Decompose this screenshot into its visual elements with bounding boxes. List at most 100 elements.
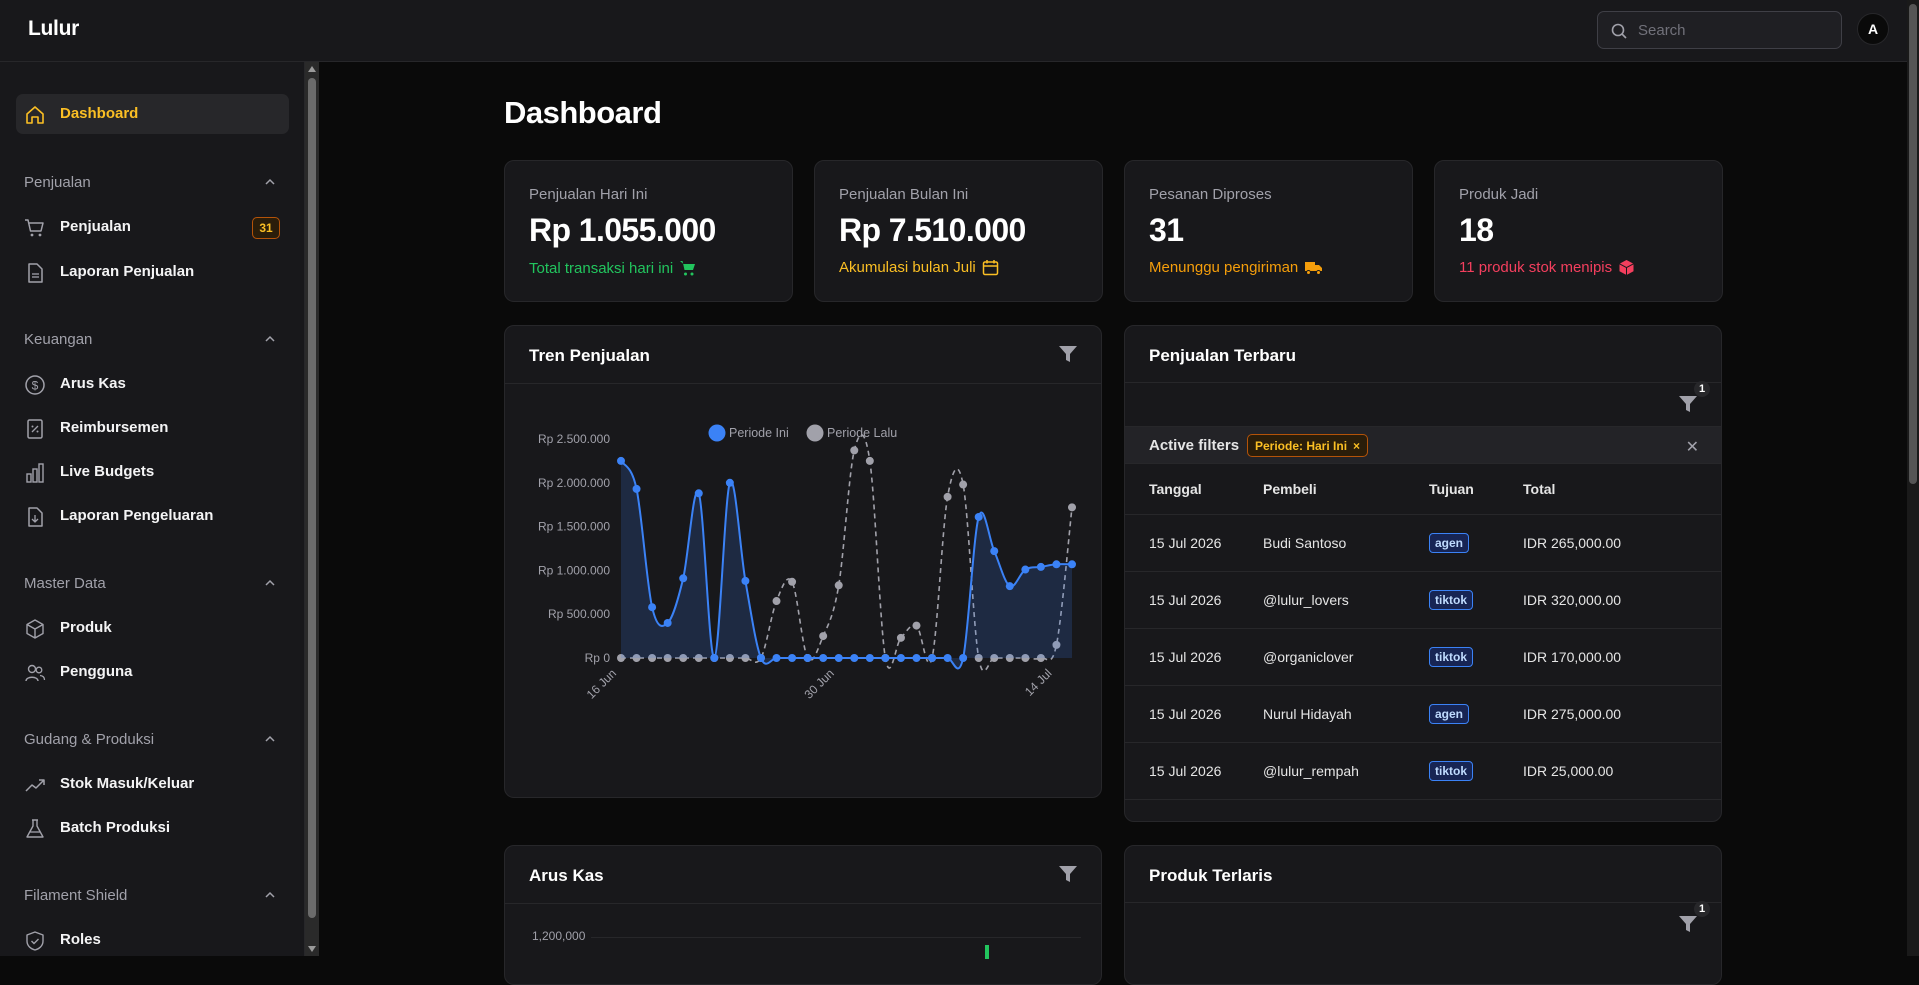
tujuan-badge: agen bbox=[1429, 532, 1470, 553]
sidebar-item-reimbursemen[interactable]: Reimbursemen bbox=[16, 408, 289, 448]
sidebar-scrollbar-thumb[interactable] bbox=[308, 78, 316, 918]
data-point-periode-lalu bbox=[648, 654, 657, 662]
panel-title: Produk Terlaris bbox=[1149, 866, 1273, 885]
stat-label: Pesanan Diproses bbox=[1149, 186, 1272, 203]
avatar[interactable]: A bbox=[1857, 13, 1889, 45]
sidebar-item-batch-produksi[interactable]: Batch Produksi bbox=[16, 808, 289, 848]
column-header[interactable]: Total bbox=[1523, 465, 1721, 515]
group-penjualan[interactable]: Penjualan bbox=[24, 174, 91, 191]
stat-sub: Total transaksi hari ini bbox=[529, 259, 697, 277]
column-header[interactable]: Pembeli bbox=[1263, 465, 1429, 515]
page-scrollbar[interactable] bbox=[1907, 0, 1919, 956]
sidebar-item-dashboard[interactable]: Dashboard bbox=[16, 94, 289, 134]
group-master-data[interactable]: Master Data bbox=[24, 575, 106, 592]
sidebar-item-label: Produk bbox=[60, 619, 112, 636]
group-keuangan[interactable]: Keuangan bbox=[24, 331, 93, 348]
sidebar-item-stok[interactable]: Stok Masuk/Keluar bbox=[16, 764, 289, 804]
cell-total: IDR 275,000.00 bbox=[1523, 685, 1721, 743]
data-point-periode-ini bbox=[990, 547, 999, 556]
sidebar-item-label: Pengguna bbox=[60, 663, 133, 680]
page-scrollbar-thumb[interactable] bbox=[1909, 4, 1917, 484]
sidebar-item-arus-kas[interactable]: $ Arus Kas bbox=[16, 364, 289, 404]
legend-swatch bbox=[806, 424, 824, 442]
close-icon[interactable]: × bbox=[1353, 438, 1361, 453]
data-point-periode-ini bbox=[1021, 565, 1030, 574]
cube-icon bbox=[26, 619, 44, 639]
chevron-up-icon[interactable] bbox=[263, 888, 277, 902]
legend-label: Periode Lalu bbox=[827, 426, 897, 440]
stat-sub: 11 produk stok menipis bbox=[1459, 259, 1635, 276]
clear-filters-close-icon[interactable]: ✕ bbox=[1685, 439, 1699, 456]
data-point-periode-ini bbox=[756, 654, 765, 662]
table-row[interactable]: 15 Jul 2026 @lulur_rempah tiktok IDR 25,… bbox=[1125, 742, 1721, 800]
y-tick-label: Rp 0 bbox=[585, 651, 611, 665]
chevron-up-icon[interactable] bbox=[263, 576, 277, 590]
chevron-up-icon[interactable] bbox=[263, 175, 277, 189]
table-row[interactable]: 15 Jul 2026 Nurul Hidayah agen IDR 275,0… bbox=[1125, 685, 1721, 743]
truck-icon bbox=[1305, 262, 1323, 275]
filter-chip[interactable]: Periode: Hari Ini × bbox=[1247, 434, 1369, 457]
sidebar-item-produk[interactable]: Produk bbox=[16, 608, 289, 648]
data-point-periode-ini bbox=[896, 654, 905, 662]
column-header[interactable]: Tujuan bbox=[1429, 465, 1523, 515]
group-gudang-produksi[interactable]: Gudang & Produksi bbox=[24, 731, 155, 748]
sidebar-item-label: Batch Produksi bbox=[60, 819, 171, 836]
sidebar-item-laporan-pengeluaran[interactable]: Laporan Pengeluaran bbox=[16, 496, 289, 536]
data-point-periode-ini bbox=[834, 654, 843, 662]
data-point-periode-ini bbox=[772, 654, 781, 662]
stat-sub: Menunggu pengiriman bbox=[1149, 259, 1323, 276]
sidebar-item-roles[interactable]: Roles bbox=[16, 920, 289, 956]
sidebar-item-pengguna[interactable]: Pengguna bbox=[16, 652, 289, 692]
table-row[interactable]: 15 Jul 2026 Budi Santoso agen IDR 265,00… bbox=[1125, 514, 1721, 572]
column-header[interactable]: Tanggal bbox=[1125, 465, 1263, 515]
data-point-periode-lalu bbox=[617, 654, 625, 662]
data-point-periode-ini bbox=[850, 654, 859, 662]
filter-icon[interactable] bbox=[1058, 864, 1078, 884]
data-point-periode-ini bbox=[725, 478, 734, 487]
data-point-periode-lalu bbox=[850, 446, 859, 455]
search-box[interactable] bbox=[1597, 11, 1842, 49]
table-row[interactable]: 15 Jul 2026 @organiclover tiktok IDR 170… bbox=[1125, 628, 1721, 686]
data-point-periode-ini bbox=[912, 654, 921, 662]
filter-icon[interactable] bbox=[1678, 914, 1698, 934]
filter-icon[interactable] bbox=[1678, 394, 1698, 414]
scroll-up-arrow-icon[interactable] bbox=[308, 66, 316, 72]
chevron-up-icon[interactable] bbox=[263, 332, 277, 346]
sidebar-item-live-budgets[interactable]: Live Budgets bbox=[16, 452, 289, 492]
sidebar-item-label: Reimbursemen bbox=[60, 419, 169, 436]
stat-card-penjualan-bulan-ini: Penjualan Bulan Ini Rp 7.510.000 Akumula… bbox=[814, 160, 1103, 302]
data-point-periode-lalu bbox=[632, 654, 641, 662]
sidebar-scrollbar[interactable] bbox=[305, 62, 319, 956]
y-tick-label: Rp 1.000.000 bbox=[538, 563, 610, 577]
table-row[interactable]: 15 Jul 2026 @lulur_lovers tiktok IDR 320… bbox=[1125, 571, 1721, 629]
data-point-periode-lalu bbox=[788, 577, 797, 586]
calendar-icon bbox=[982, 260, 998, 276]
table-header-row: Tanggal Pembeli Tujuan Total bbox=[1125, 465, 1721, 515]
sidebar-item-penjualan[interactable]: Penjualan 31 bbox=[16, 207, 289, 247]
data-point-periode-ini bbox=[1052, 560, 1061, 569]
trending-up-icon bbox=[25, 779, 45, 792]
data-point-periode-lalu bbox=[772, 597, 781, 606]
sales-table: Tanggal Pembeli Tujuan Total 15 Jul 2026… bbox=[1125, 465, 1721, 800]
y-tick-label: Rp 2.500.000 bbox=[538, 432, 610, 446]
scroll-down-arrow-icon[interactable] bbox=[308, 946, 316, 952]
sidebar: Dashboard Penjualan Penjualan 31 Laporan… bbox=[0, 62, 305, 956]
legend-label: Periode Ini bbox=[729, 426, 789, 440]
brand-logo[interactable]: Lulur bbox=[28, 17, 79, 40]
cell-tanggal: 15 Jul 2026 bbox=[1125, 742, 1263, 800]
filter-icon[interactable] bbox=[1058, 344, 1078, 364]
cell-pembeli: @lulur_rempah bbox=[1263, 742, 1429, 800]
cell-tujuan: agen bbox=[1429, 685, 1523, 743]
data-point-periode-lalu bbox=[990, 654, 999, 662]
sidebar-item-laporan-penjualan[interactable]: Laporan Penjualan bbox=[16, 252, 289, 292]
search-input[interactable] bbox=[1638, 20, 1833, 40]
group-filament-shield[interactable]: Filament Shield bbox=[24, 887, 128, 904]
data-point-periode-ini bbox=[943, 654, 952, 662]
sidebar-item-label: Laporan Pengeluaran bbox=[60, 507, 214, 524]
data-point-periode-lalu bbox=[819, 632, 828, 641]
tujuan-badge: tiktok bbox=[1429, 760, 1474, 781]
chevron-up-icon[interactable] bbox=[263, 732, 277, 746]
cell-tujuan: tiktok bbox=[1429, 571, 1523, 629]
filter-count-badge: 1 bbox=[1694, 381, 1710, 397]
sidebar-item-label: Arus Kas bbox=[60, 375, 126, 392]
